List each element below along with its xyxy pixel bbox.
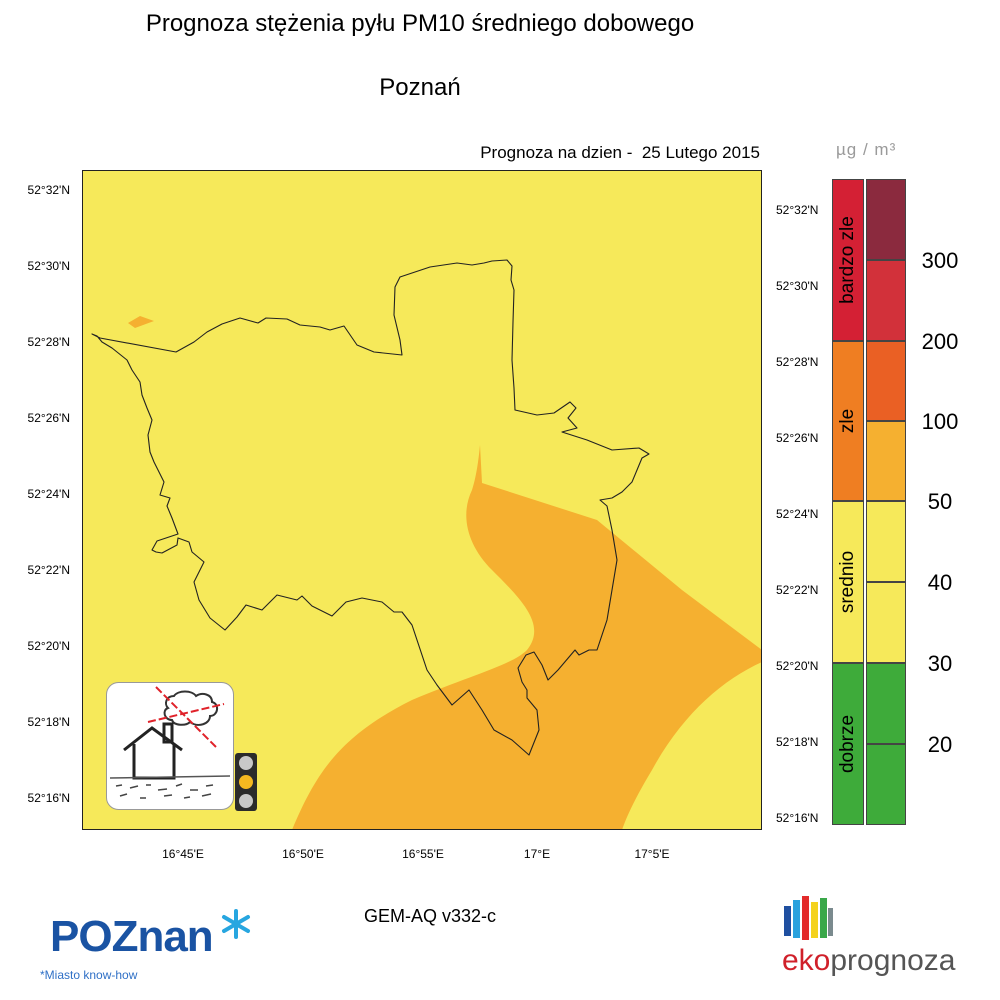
ekoprognoza-logo: ekoprognoza <box>782 944 955 978</box>
lat-label: 52°30'N <box>27 259 70 273</box>
page-title: Prognoza stężenia pyłu PM10 średniego do… <box>145 10 695 37</box>
lat-label: 52°32'N <box>27 183 70 197</box>
lon-label: 17°5'E <box>634 847 670 861</box>
city-subtitle: Poznań <box>379 74 461 101</box>
lat-label: 52°20'N <box>776 659 819 673</box>
category-good: dobrze <box>832 663 864 825</box>
ekoprognoza-bars-icon <box>784 896 833 940</box>
band-high-2 <box>866 260 906 341</box>
threshold-value: 30 <box>927 651 953 676</box>
traffic-light-icon <box>235 753 257 811</box>
eko-prefix: eko <box>782 944 831 977</box>
category-label: dobrze <box>837 714 859 774</box>
category-label: zle <box>836 408 858 434</box>
threshold-value: 20 <box>927 732 953 757</box>
lat-label: 52°28'N <box>776 355 819 369</box>
category-very-bad: bardzo zle <box>832 179 864 341</box>
lat-label: 52°20'N <box>27 639 70 653</box>
band-high-1 <box>866 341 906 421</box>
category-medium: srednio <box>832 501 864 663</box>
lon-label: 16°45'E <box>162 847 204 861</box>
band-moderate-1 <box>866 582 906 663</box>
poznan-city-boundary <box>91 259 650 756</box>
lat-label: 52°16'N <box>27 791 70 805</box>
lat-label: 52°30'N <box>776 279 819 293</box>
forecast-date-label: Prognoza na dzien - 25 Lutego 2015 <box>480 143 760 162</box>
asterisk-icon <box>222 909 250 939</box>
category-label: srednio <box>837 550 859 614</box>
poznan-logo-text: POZnan <box>50 912 214 961</box>
lat-label: 52°22'N <box>776 583 819 597</box>
lat-label: 52°24'N <box>776 507 819 521</box>
threshold-value: 200 <box>921 329 959 354</box>
pm10-plume-main <box>292 445 762 830</box>
lat-label: 52°32'N <box>776 203 819 217</box>
unit-label: µg / m³ <box>836 140 897 159</box>
model-version: GEM-AQ v332-c <box>363 906 497 926</box>
lat-label: 52°26'N <box>27 411 70 425</box>
house-smoke-icon <box>106 682 234 810</box>
category-label: bardzo zle <box>837 216 859 304</box>
lon-label: 16°50'E <box>282 847 324 861</box>
threshold-value: 50 <box>927 489 953 514</box>
eko-suffix: prognoza <box>830 944 956 977</box>
band-low-1 <box>866 744 906 825</box>
lat-label: 52°18'N <box>27 715 70 729</box>
lat-label: 52°18'N <box>776 735 819 749</box>
pm10-plume-speck <box>128 316 154 328</box>
lon-label: 16°55'E <box>402 847 444 861</box>
band-very-high <box>866 179 906 260</box>
threshold-value: 40 <box>927 570 953 595</box>
lat-label: 52°28'N <box>27 335 70 349</box>
threshold-value: 300 <box>921 248 959 273</box>
threshold-value: 100 <box>921 409 959 434</box>
band-elevated <box>866 421 906 501</box>
lat-label: 52°22'N <box>27 563 70 577</box>
poznan-logo: POZnan <box>50 912 214 962</box>
lon-label: 17°E <box>523 847 551 861</box>
lat-label: 52°26'N <box>776 431 819 445</box>
lat-label: 52°16'N <box>776 811 819 825</box>
band-low-2 <box>866 663 906 744</box>
category-bad: zle <box>832 341 864 501</box>
poznan-tagline: *Miasto know-how <box>40 968 138 982</box>
band-moderate-2 <box>866 501 906 582</box>
lat-label: 52°24'N <box>27 487 70 501</box>
